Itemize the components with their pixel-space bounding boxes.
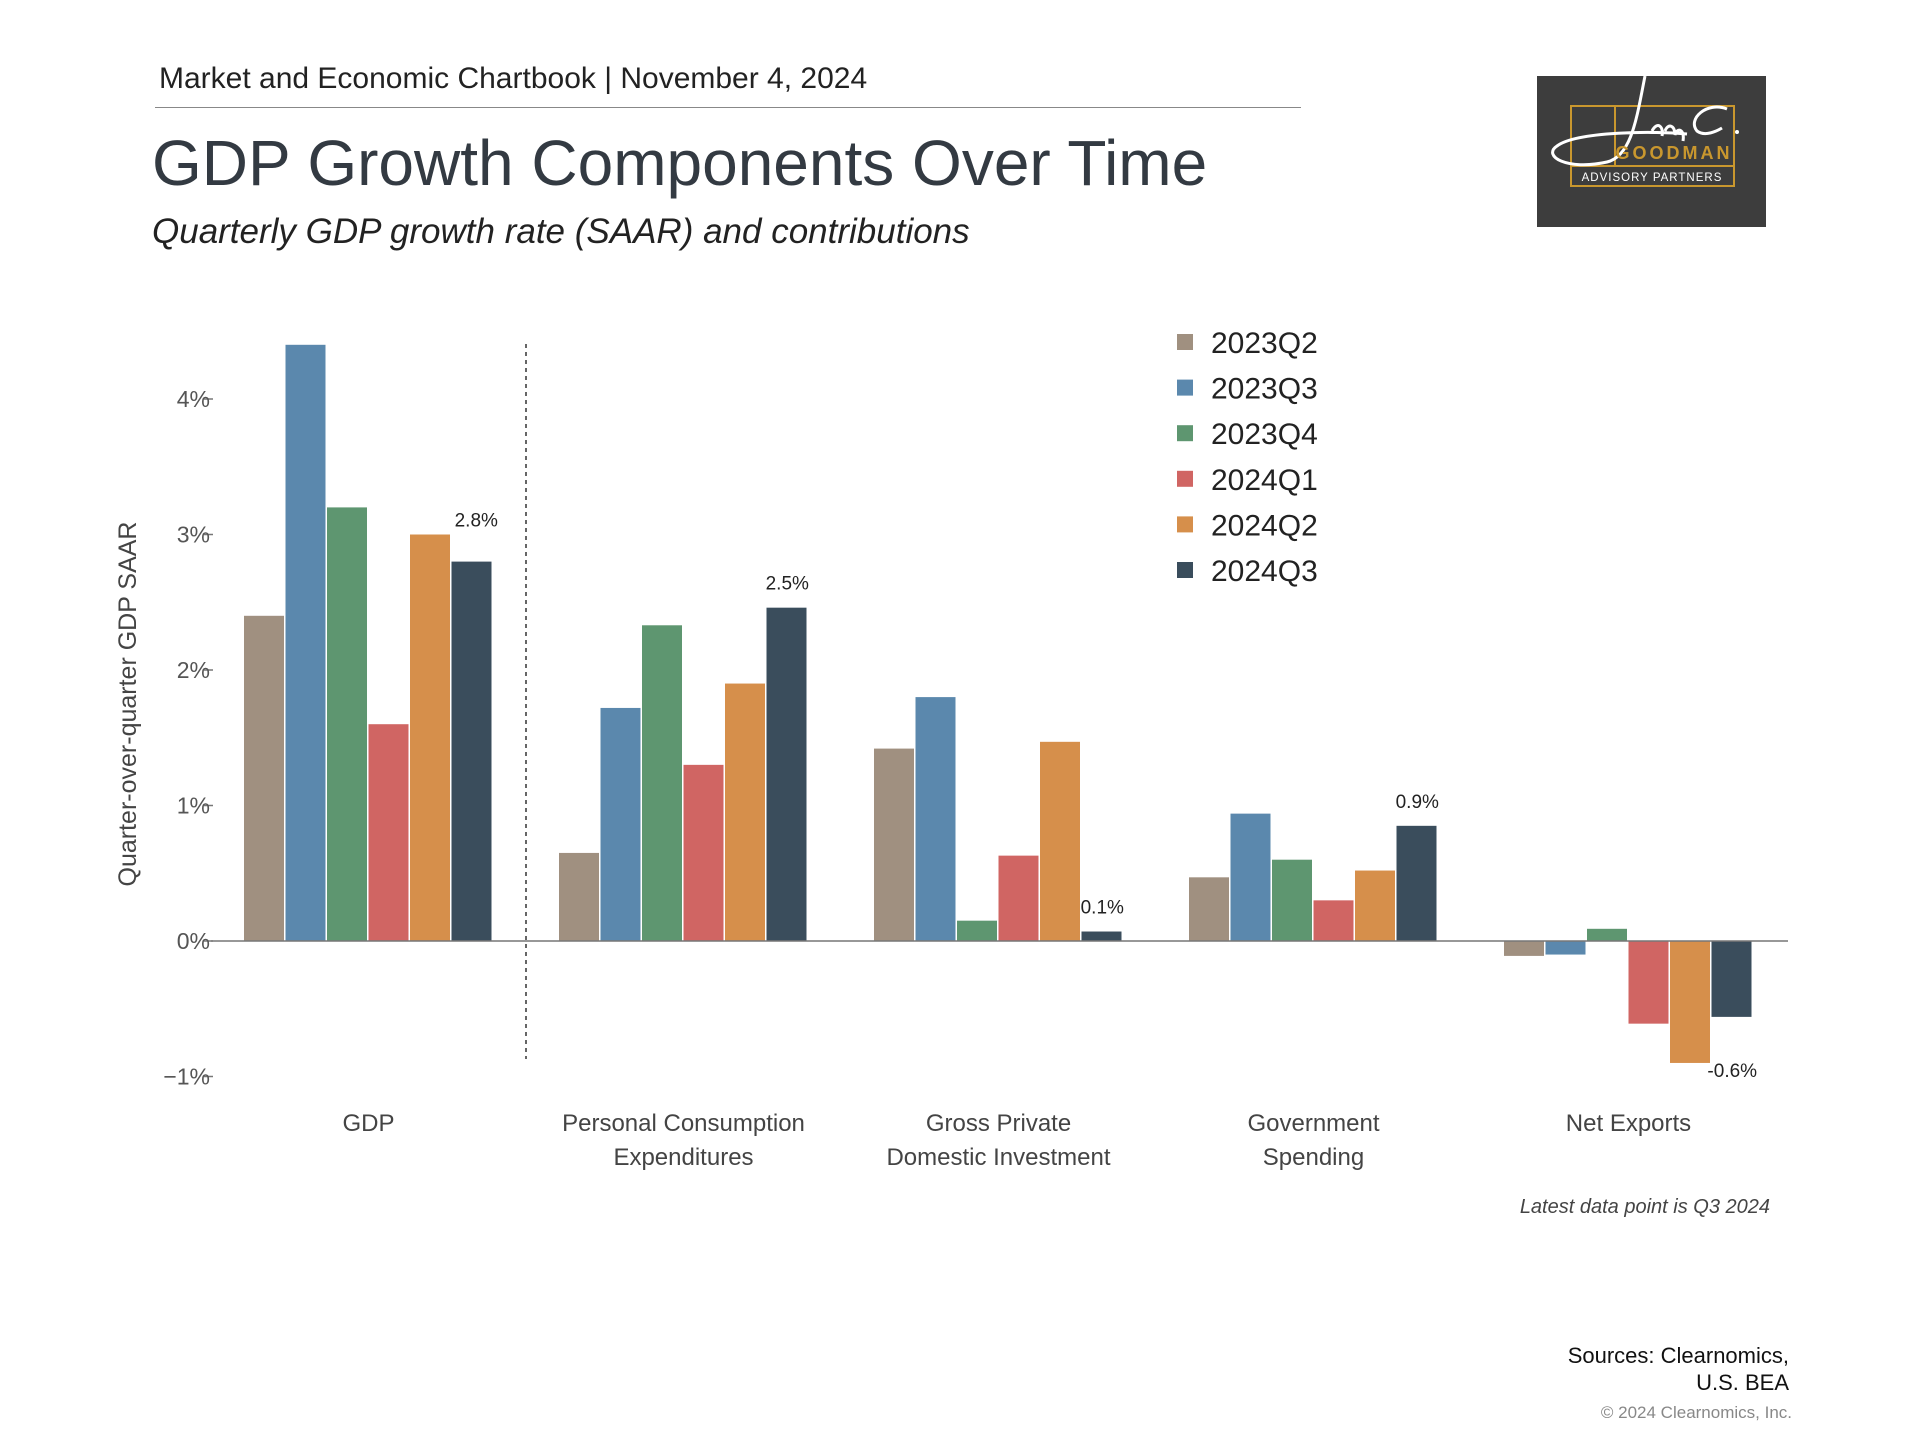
bar-2023Q2-cat0	[244, 615, 284, 941]
bar-2023Q4-cat2	[957, 920, 997, 941]
footnote: Latest data point is Q3 2024	[1519, 1196, 1770, 1218]
legend-label: 2024Q3	[1211, 555, 1318, 588]
category-label: Net Exports	[1566, 1110, 1691, 1137]
bar-2023Q3-cat3	[1230, 813, 1271, 941]
legend-label: 2023Q2	[1211, 327, 1318, 360]
legend-swatch-2023Q2	[1177, 334, 1193, 350]
bar-2024Q3-cat2	[1081, 931, 1122, 941]
legend-swatch-2023Q3	[1177, 379, 1193, 396]
legend-swatch-2023Q4	[1177, 425, 1193, 442]
sources: Sources: Clearnomics, U.S. BEA	[1568, 1342, 1789, 1396]
data-label: 0.9%	[1396, 792, 1439, 813]
y-tick-label: 4%	[177, 386, 210, 412]
legend-label: 2023Q4	[1211, 418, 1318, 451]
bar-2023Q2-cat3	[1189, 877, 1229, 941]
bar-2024Q1-cat1	[683, 764, 724, 941]
bar-2023Q3-cat0	[285, 344, 326, 941]
category-label: Expenditures	[613, 1144, 753, 1171]
bar-2024Q2-cat1	[725, 683, 765, 941]
legend-swatch-2024Q2	[1177, 516, 1193, 533]
y-tick-label: −1%	[163, 1064, 210, 1090]
data-label: 2.8%	[455, 511, 498, 532]
bar-2023Q2-cat1	[559, 852, 599, 941]
page-title: GDP Growth Components Over Time	[152, 127, 1208, 199]
sources-line-2: U.S. BEA	[1696, 1370, 1789, 1395]
y-tick-label: 0%	[177, 928, 210, 954]
y-axis-label: Quarter-over-quarter GDP SAAR	[114, 522, 142, 887]
logo-name: GOODMAN	[1616, 143, 1733, 163]
legend-swatch-2024Q3	[1177, 562, 1193, 578]
bar-2024Q2-cat2	[1040, 741, 1080, 941]
category-label: Government	[1247, 1110, 1379, 1137]
bar-2024Q1-cat0	[368, 724, 409, 941]
category-label: Personal Consumption	[562, 1110, 805, 1137]
bar-2023Q4-cat0	[327, 507, 367, 941]
page-subtitle: Quarterly GDP growth rate (SAAR) and con…	[152, 212, 970, 251]
legend-label: 2024Q2	[1211, 509, 1318, 542]
data-label: 0.1%	[1081, 898, 1124, 919]
category-label: Domestic Investment	[886, 1144, 1110, 1171]
bar-2024Q3-cat4	[1711, 941, 1752, 1017]
y-tick-label: 2%	[177, 657, 210, 683]
bar-2023Q4-cat4	[1587, 928, 1627, 941]
bar-2023Q3-cat1	[600, 707, 641, 941]
bar-2024Q1-cat2	[998, 855, 1039, 941]
category-label: Gross Private	[926, 1110, 1071, 1137]
bar-2024Q3-cat0	[451, 561, 492, 941]
category-label: GDP	[342, 1110, 394, 1137]
bar-2023Q2-cat2	[874, 748, 914, 941]
legend-label: 2023Q3	[1211, 373, 1318, 406]
bar-2024Q2-cat3	[1355, 870, 1395, 941]
bar-2024Q1-cat4	[1628, 941, 1669, 1024]
data-label: -0.6%	[1707, 1061, 1757, 1082]
bar-2024Q3-cat1	[766, 607, 807, 941]
bar-2023Q3-cat2	[915, 697, 956, 941]
bar-2024Q1-cat3	[1313, 900, 1354, 941]
sources-line-1: Sources: Clearnomics,	[1567, 1343, 1789, 1368]
data-label: 2.5%	[766, 574, 809, 595]
bar-2023Q4-cat3	[1272, 859, 1312, 941]
logo-tagline: ADVISORY PARTNERS	[1582, 172, 1723, 184]
company-logo: GOODMAN ADVISORY PARTNERS	[1537, 75, 1766, 227]
legend-swatch-2024Q1	[1177, 470, 1193, 487]
bar-2024Q2-cat4	[1670, 941, 1710, 1063]
bar-2024Q2-cat0	[410, 534, 450, 941]
bar-2023Q2-cat4	[1504, 941, 1544, 956]
bar-2024Q3-cat3	[1396, 825, 1437, 941]
category-label: Spending	[1263, 1144, 1364, 1171]
y-tick-label: 1%	[177, 793, 210, 819]
y-tick-label: 3%	[177, 522, 210, 548]
copyright: © 2024 Clearnomics, Inc.	[1600, 1403, 1792, 1422]
bar-2023Q3-cat4	[1545, 941, 1586, 955]
header-divider	[155, 107, 1301, 108]
bar-2023Q4-cat1	[642, 625, 682, 941]
chartbook-header: Market and Economic Chartbook | November…	[159, 62, 868, 95]
legend-label: 2024Q1	[1211, 464, 1318, 497]
